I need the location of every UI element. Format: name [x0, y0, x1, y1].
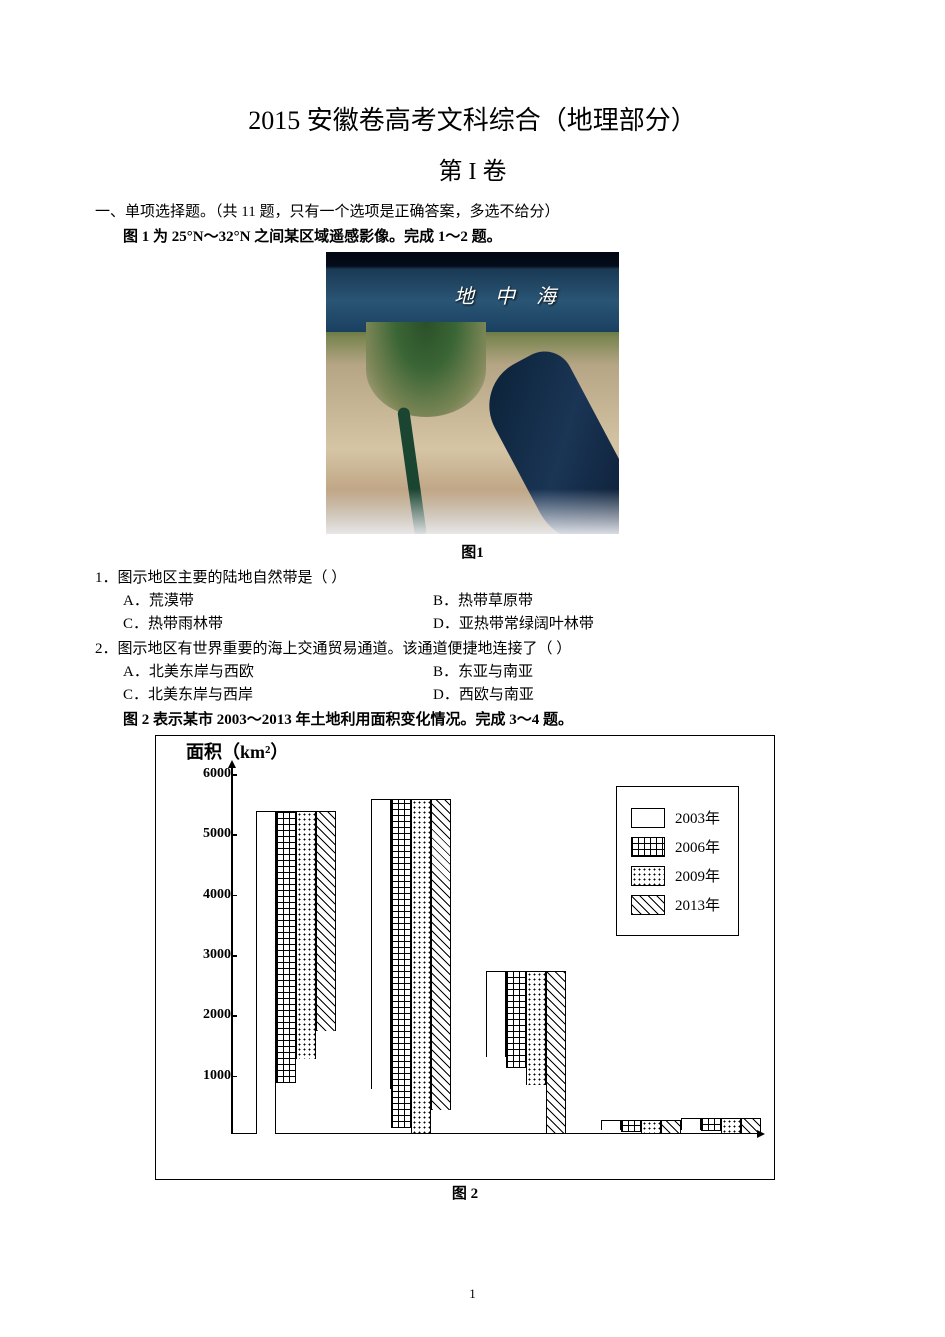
bar: [256, 811, 276, 1134]
q2-row2: C．北美东岸与西岸 D．西欧与南亚: [123, 683, 850, 704]
q1-option-b: B．热带草原带: [433, 589, 533, 610]
y-tick: 4000: [186, 887, 231, 903]
q2-option-a: A．北美东岸与西欧: [123, 660, 433, 681]
bar-group: [486, 971, 566, 1134]
y-tick: 3000: [186, 947, 231, 963]
y-tick: 6000: [186, 766, 231, 782]
bar: [486, 971, 506, 1057]
q2-row1: A．北美东岸与西欧 B．东亚与南亚: [123, 660, 850, 681]
nile-delta: [366, 322, 486, 417]
y-tick: 5000: [186, 826, 231, 842]
q2-option-c: C．北美东岸与西岸: [123, 683, 433, 704]
bar-group: [681, 1118, 761, 1134]
bar: [621, 1120, 641, 1132]
q1-option-c: C．热带雨林带: [123, 612, 433, 633]
figure1-caption: 图1: [95, 541, 850, 562]
bar-group: [256, 811, 336, 1134]
bar: [391, 799, 411, 1128]
bar: [431, 799, 451, 1110]
bar: [526, 971, 546, 1084]
q1-row2: C．热带雨林带 D．亚热带常绿阔叶林带: [123, 612, 850, 633]
bar: [641, 1120, 661, 1133]
subtitle: 第 I 卷: [95, 151, 850, 186]
satellite-image: 地 中 海: [326, 252, 619, 534]
y-tick: 1000: [186, 1068, 231, 1084]
clouds: [326, 489, 619, 534]
q1-row1: A．荒漠带 B．热带草原带: [123, 589, 850, 610]
q2-option-d: D．西欧与南亚: [433, 683, 534, 704]
chart-figure-2: 面积（km²） 100020003000400050006000 2003年 2…: [155, 735, 775, 1180]
bar: [741, 1118, 761, 1134]
y-tick: 2000: [186, 1007, 231, 1023]
bar-group: [371, 799, 451, 1134]
chart-title: 面积（km²）: [186, 738, 288, 764]
q2-stem: 2．图示地区有世界重要的海上交通贸易通道。该通道便捷地连接了（ ）: [95, 637, 850, 658]
bar: [316, 811, 336, 1031]
q1-option-a: A．荒漠带: [123, 589, 433, 610]
bar: [661, 1120, 681, 1134]
bar: [681, 1118, 701, 1129]
bars-area: [231, 774, 744, 1134]
bar: [371, 799, 391, 1089]
q1-option-d: D．亚热带常绿阔叶林带: [433, 612, 594, 633]
bar: [276, 811, 296, 1083]
bar: [721, 1118, 741, 1133]
figure-1: 地 中 海 图1: [95, 252, 850, 562]
bar: [701, 1118, 721, 1131]
bar: [296, 811, 316, 1058]
bar: [411, 799, 431, 1134]
bar: [506, 971, 526, 1068]
page-number: 1: [0, 1286, 945, 1302]
instruction-2: 图 2 表示某市 2003～2013 年土地利用面积变化情况。完成 3～4 题。: [123, 708, 850, 729]
q2-option-b: B．东亚与南亚: [433, 660, 533, 681]
section-heading: 一、单项选择题。（共 11 题，只有一个选项是正确答案，多选不给分）: [95, 200, 850, 221]
bar: [601, 1120, 621, 1131]
figure2-caption: 图 2: [155, 1182, 775, 1203]
sea-label: 地 中 海: [454, 280, 564, 309]
page-title: 2015 安徽卷高考文科综合（地理部分）: [95, 100, 850, 137]
bar: [546, 971, 566, 1134]
bar-group: [601, 1120, 681, 1134]
instruction-1: 图 1 为 25°N～32°N 之间某区域遥感影像。完成 1～2 题。: [123, 225, 850, 246]
q1-stem: 1．图示地区主要的陆地自然带是（ ）: [95, 566, 850, 587]
